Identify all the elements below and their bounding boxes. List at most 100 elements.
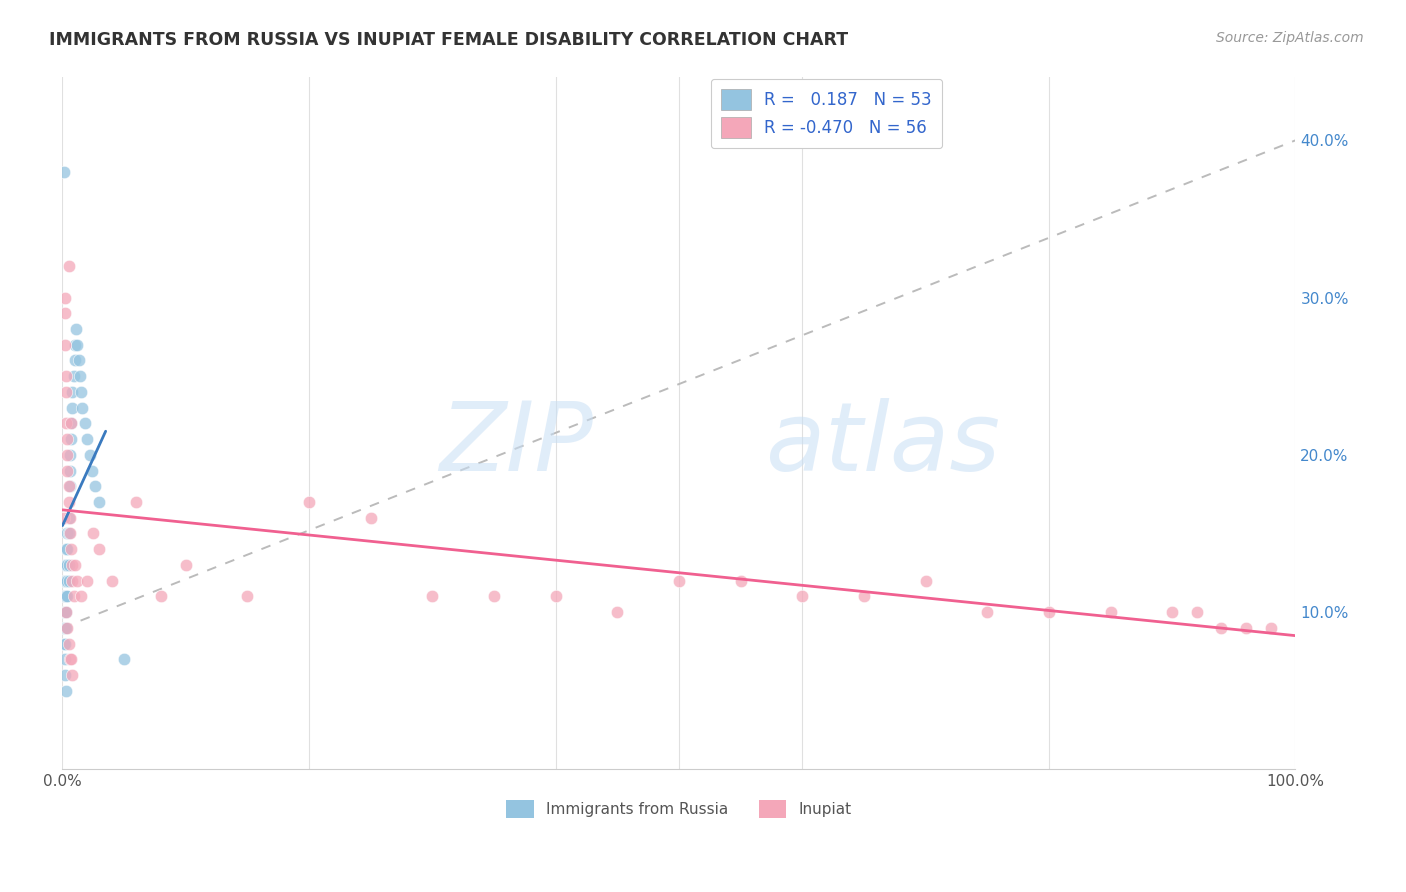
Legend: Immigrants from Russia, Inupiat: Immigrants from Russia, Inupiat xyxy=(501,794,858,824)
Point xyxy=(56,432,79,446)
Point xyxy=(70,590,93,604)
Point xyxy=(55,590,77,604)
Point xyxy=(60,668,83,682)
Point xyxy=(56,621,79,635)
Point xyxy=(55,542,77,557)
Point xyxy=(62,369,84,384)
Point xyxy=(1211,621,1233,635)
Point xyxy=(66,574,89,588)
Point xyxy=(112,652,135,666)
Point xyxy=(55,369,77,384)
Text: ZIP: ZIP xyxy=(439,398,593,491)
Point xyxy=(53,636,76,650)
Point xyxy=(56,590,79,604)
Point xyxy=(55,621,77,635)
Point xyxy=(63,558,86,572)
Point xyxy=(89,495,111,509)
Point xyxy=(59,464,82,478)
Point xyxy=(76,432,98,446)
Point xyxy=(52,165,75,179)
Point xyxy=(53,652,76,666)
Point xyxy=(58,574,80,588)
Point xyxy=(53,306,76,320)
Point xyxy=(852,590,875,604)
Point xyxy=(52,636,75,650)
Point xyxy=(52,574,75,588)
Point xyxy=(70,401,93,415)
Point xyxy=(60,417,83,431)
Point xyxy=(65,322,87,336)
Point xyxy=(914,574,936,588)
Point xyxy=(83,479,105,493)
Point xyxy=(792,590,814,604)
Point xyxy=(174,558,197,572)
Point xyxy=(58,526,80,541)
Point xyxy=(544,590,567,604)
Point xyxy=(76,574,98,588)
Point xyxy=(55,605,77,619)
Point xyxy=(55,558,77,572)
Point xyxy=(63,337,86,351)
Point xyxy=(55,417,77,431)
Point xyxy=(52,510,75,524)
Point xyxy=(70,384,93,399)
Point xyxy=(56,542,79,557)
Point xyxy=(482,590,505,604)
Point xyxy=(53,668,76,682)
Point xyxy=(1185,605,1208,619)
Point xyxy=(360,510,382,524)
Text: atlas: atlas xyxy=(765,398,1000,491)
Point xyxy=(66,337,89,351)
Point xyxy=(53,291,76,305)
Point xyxy=(52,605,75,619)
Point xyxy=(60,574,83,588)
Point xyxy=(59,526,82,541)
Point xyxy=(56,464,79,478)
Point xyxy=(79,448,101,462)
Point xyxy=(59,479,82,493)
Point xyxy=(53,558,76,572)
Point xyxy=(101,574,124,588)
Point xyxy=(73,417,96,431)
Point xyxy=(55,574,77,588)
Point xyxy=(67,353,90,368)
Point xyxy=(55,384,77,399)
Point xyxy=(55,683,77,698)
Point xyxy=(53,621,76,635)
Point xyxy=(58,510,80,524)
Point xyxy=(56,448,79,462)
Point xyxy=(150,590,173,604)
Point xyxy=(60,432,83,446)
Point xyxy=(56,558,79,572)
Point xyxy=(730,574,752,588)
Point xyxy=(58,558,80,572)
Point xyxy=(236,590,259,604)
Point xyxy=(60,542,83,557)
Point xyxy=(1161,605,1184,619)
Point xyxy=(56,574,79,588)
Point xyxy=(606,605,628,619)
Point xyxy=(59,510,82,524)
Point xyxy=(82,526,104,541)
Point xyxy=(55,605,77,619)
Point xyxy=(298,495,321,509)
Point xyxy=(59,652,82,666)
Point xyxy=(60,384,83,399)
Point xyxy=(60,417,83,431)
Point xyxy=(60,652,83,666)
Point xyxy=(58,495,80,509)
Point xyxy=(58,479,80,493)
Point xyxy=(53,605,76,619)
Point xyxy=(58,259,80,273)
Point xyxy=(1038,605,1060,619)
Point xyxy=(59,448,82,462)
Point xyxy=(1234,621,1257,635)
Point xyxy=(52,590,75,604)
Point xyxy=(58,636,80,650)
Point xyxy=(60,401,83,415)
Point xyxy=(56,526,79,541)
Point xyxy=(668,574,690,588)
Point xyxy=(1260,621,1282,635)
Point xyxy=(63,353,86,368)
Point xyxy=(69,369,91,384)
